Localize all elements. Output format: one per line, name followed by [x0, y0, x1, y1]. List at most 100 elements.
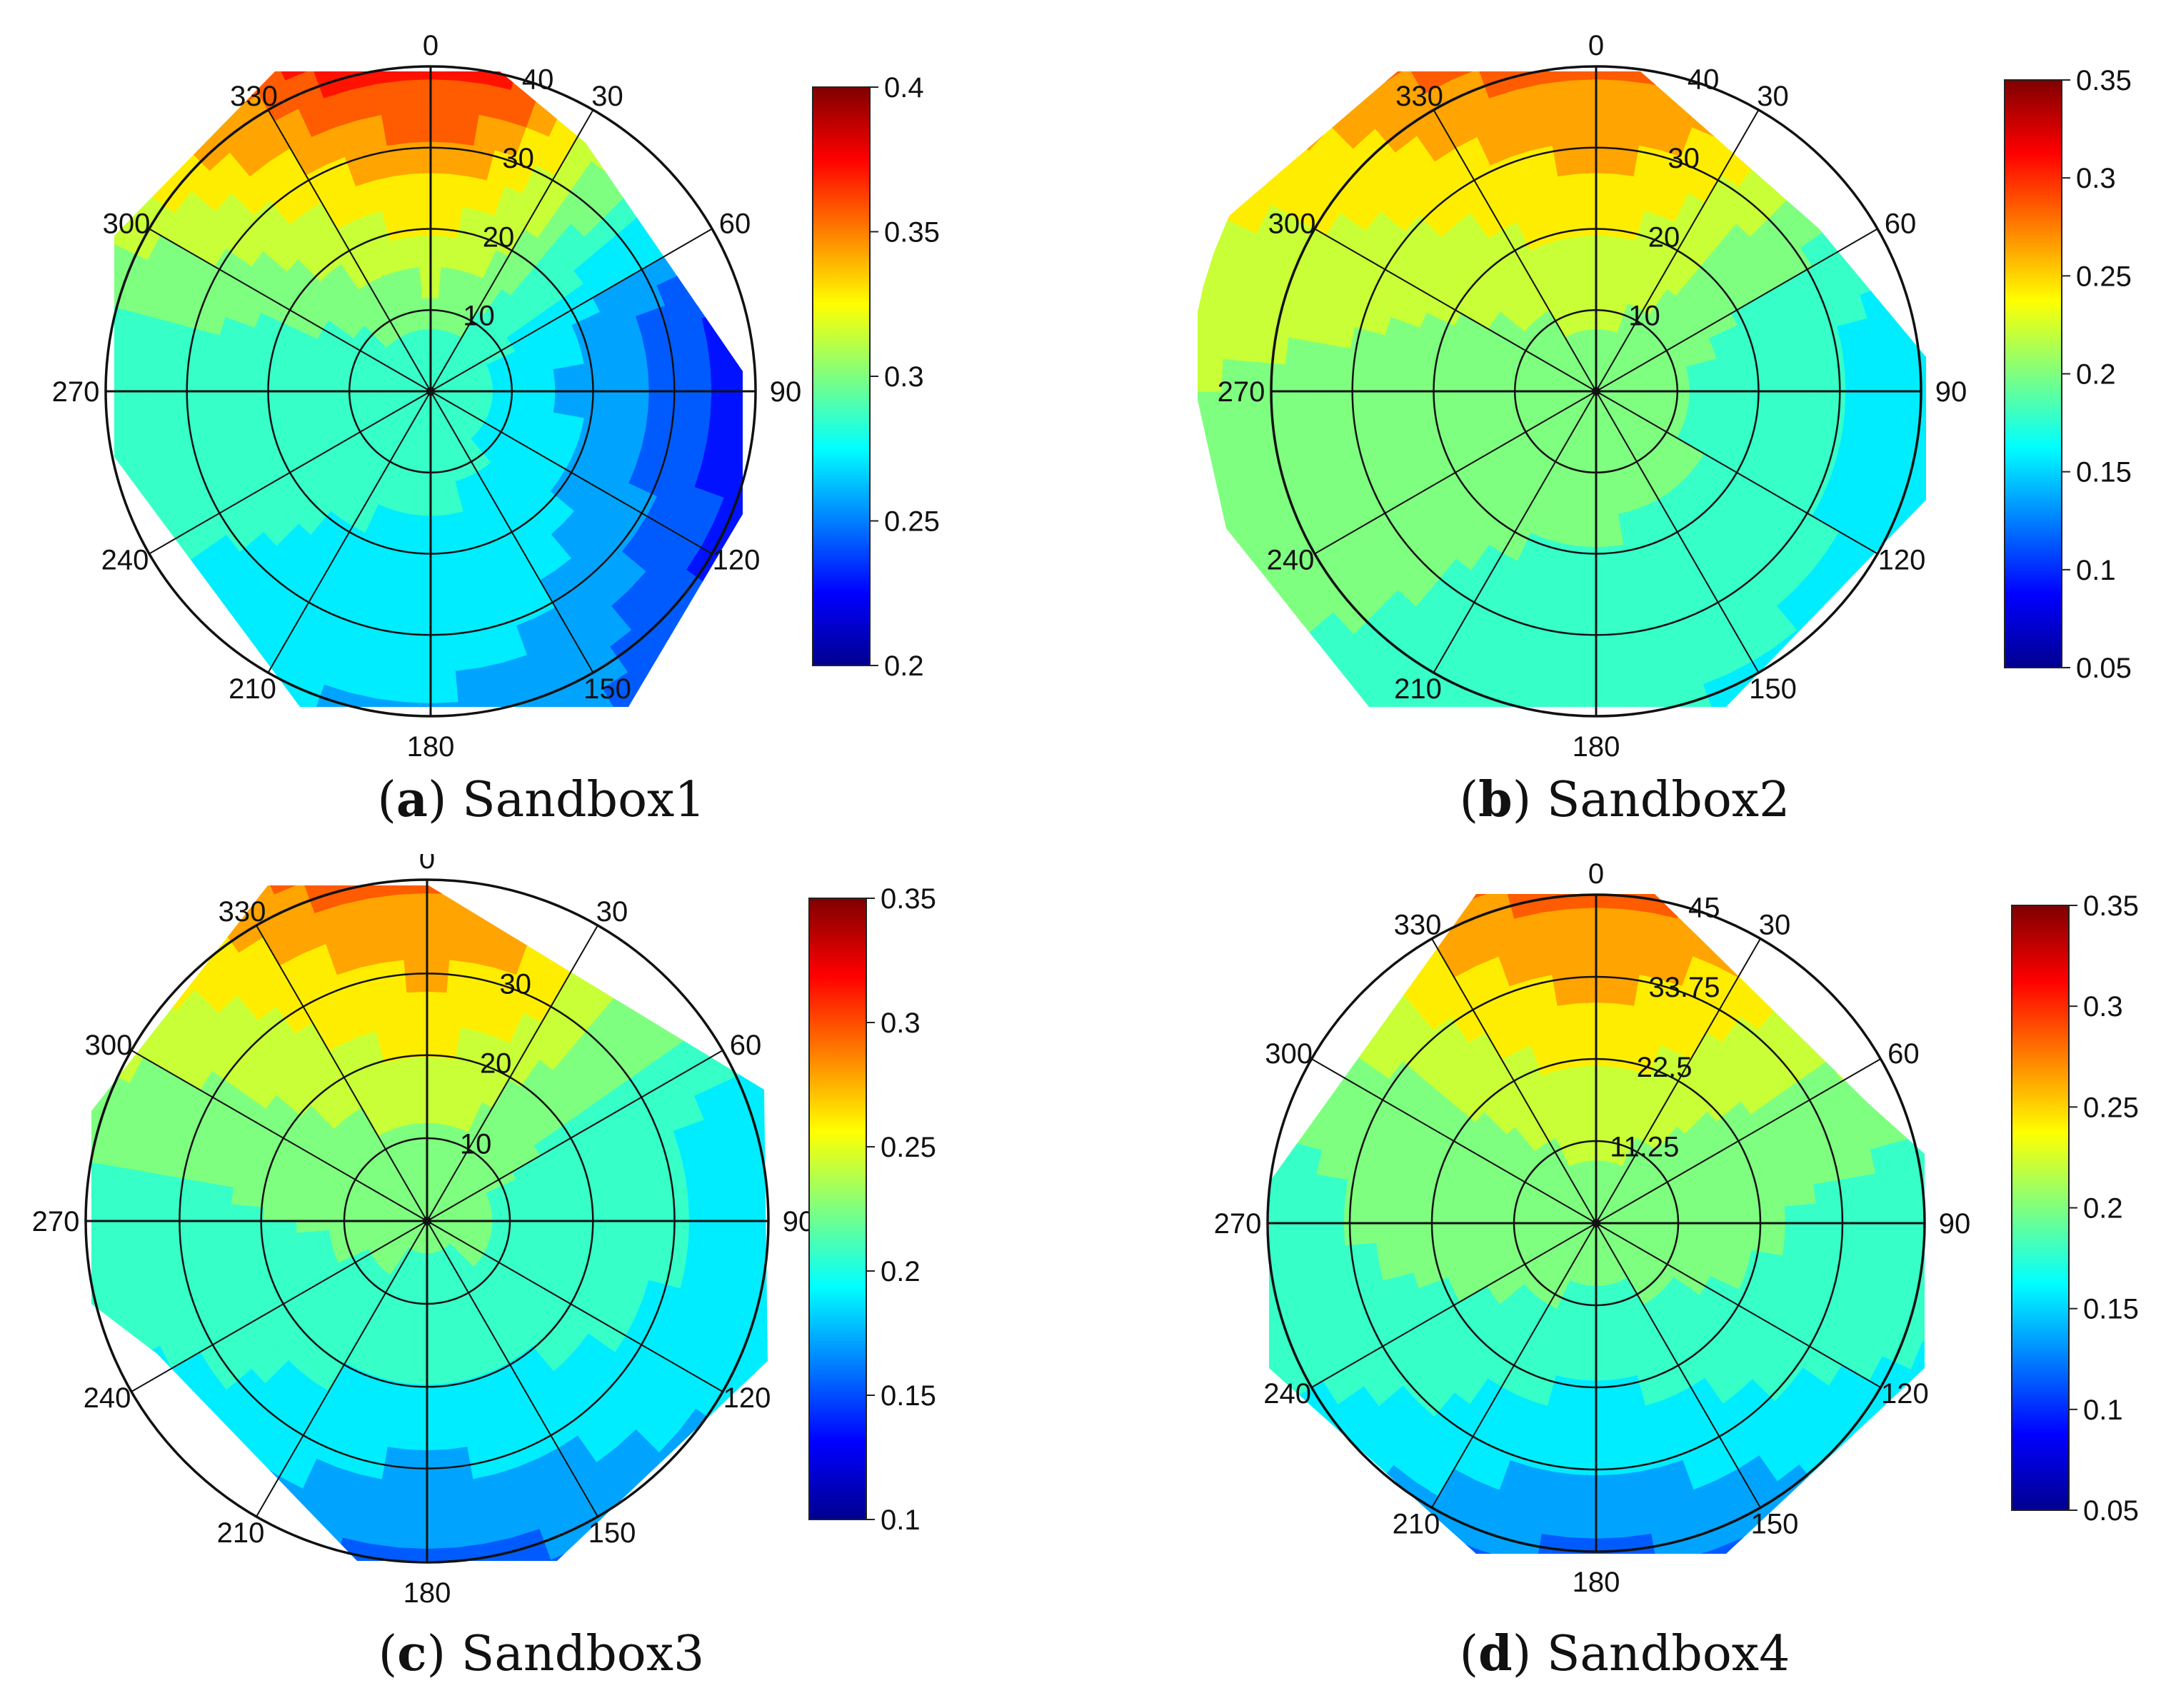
contour-cell: [1928, 451, 1965, 488]
contour-cell: [1812, 1512, 1861, 1554]
contour-cell: [1812, 894, 1861, 934]
contour-cell: [520, 714, 559, 753]
contour-cell: [1269, 1192, 1283, 1224]
contour-cell: [1362, 698, 1410, 707]
contour-cell: [412, 1056, 428, 1091]
contour-cell: [1662, 854, 1703, 857]
contour-cell: [484, 692, 521, 707]
contour-cell: [408, 141, 431, 174]
contour-cell: [401, 925, 428, 960]
contour-cell: [1499, 723, 1536, 757]
radial-tick-label: 10: [460, 1129, 492, 1160]
contour-cell: [91, 1249, 105, 1285]
contour-cell: [430, 109, 456, 143]
angle-tick-label: 330: [1394, 910, 1442, 941]
angle-tick-label: 240: [101, 545, 149, 576]
contour-cell: [333, 885, 371, 905]
contour-cell: [457, 698, 491, 707]
contour-cell: [26, 1356, 71, 1402]
contour-cell: [1798, 956, 1842, 1001]
contour-cell: [527, 912, 567, 954]
contour-cell: [1200, 1082, 1240, 1125]
contour-cell: [1918, 262, 1926, 303]
contour-cell: [1940, 1353, 1982, 1397]
contour-cell: [1650, 1527, 1687, 1554]
panel-title: Sandbox1: [462, 772, 706, 828]
angle-tick-label: 270: [52, 376, 100, 408]
contour-cell: [1595, 670, 1624, 705]
contour-cell: [1425, 10, 1468, 52]
contour-cell: [1390, 894, 1437, 896]
contour-cell: [1505, 894, 1542, 919]
contour-cell: [741, 361, 743, 392]
contour-cell: [529, 1591, 573, 1611]
contour-cell: [1425, 731, 1468, 757]
contour-cell: [749, 1157, 768, 1193]
contour-cell: [166, 591, 211, 636]
contour-cell: [124, 893, 175, 943]
angle-tick-label: 30: [591, 81, 623, 112]
contour-cell: [491, 22, 528, 59]
contour-cell: [1305, 908, 1353, 956]
contour-cell: [114, 157, 124, 205]
contour-cell: [1861, 1422, 1907, 1468]
contour-cell: [617, 71, 665, 85]
contour-cell: [1815, 1200, 1850, 1224]
radial-tick-label: 40: [522, 64, 554, 96]
contour-cell: [1280, 932, 1329, 980]
contour-cell: [363, 1543, 399, 1561]
contour-cell: [1437, 71, 1480, 81]
contour-cell: [1408, 71, 1452, 94]
contour-cell: [1350, 956, 1394, 1001]
contour-cell: [416, 234, 431, 268]
angular-spoke: [1595, 391, 1878, 555]
radial-tick-label: 30: [500, 969, 532, 1000]
colorbar-tick-label: 0.25: [2083, 1092, 2139, 1123]
angle-tick-label: 150: [1751, 1508, 1799, 1539]
contour-cell: [104, 1427, 151, 1475]
contour-cell: [1836, 79, 1885, 127]
contour-cell: [688, 1195, 723, 1222]
contour-cell: [1845, 391, 1878, 416]
contour-cell: [496, 1602, 538, 1611]
contour-cell: [91, 1127, 111, 1165]
contour-cell: [1408, 391, 1441, 408]
contour-cell: [669, 169, 713, 213]
contour-cell: [1200, 1321, 1240, 1363]
contour-cell: [403, 670, 431, 705]
contour-cell: [39, 1119, 79, 1158]
contour-cell: [1623, 1533, 1658, 1554]
contour-cell: [1813, 391, 1847, 414]
contour-cell: [766, 1314, 768, 1357]
contour-cell: [57, 326, 92, 361]
contour-cell: [728, 1446, 768, 1496]
angle-tick-label: 330: [230, 81, 278, 112]
contour-cell: [631, 127, 675, 171]
contour-cell: [149, 1431, 196, 1477]
contour-cell: [271, 71, 314, 81]
contour-cell: [490, 854, 529, 873]
colorbar-tick-label: 0.35: [2083, 890, 2139, 922]
contour-cell: [1847, 1197, 1881, 1224]
contour-cell: [63, 550, 106, 595]
contour-cell: [1629, 1597, 1668, 1611]
contour-cell: [39, 253, 79, 295]
radial-tick-label: 30: [1668, 143, 1700, 174]
angular-spoke: [1595, 1222, 1761, 1508]
colorbar-tick-label: 0.25: [884, 506, 940, 538]
contour-cell: [633, 1497, 681, 1544]
contour-cell: [528, 0, 570, 39]
contour-cell: [1525, 0, 1563, 22]
contour-cell: [705, 918, 755, 969]
contour-cell: [694, 283, 733, 319]
contour-cell: [1478, 684, 1516, 707]
contour-cell: [209, 630, 252, 674]
contour-cell: [1374, 1203, 1408, 1224]
angular-spoke: [426, 1220, 598, 1517]
contour-cell: [1965, 424, 2001, 462]
contour-cell: [194, 1429, 238, 1473]
contour-cell: [1793, 84, 1838, 129]
contour-cell: [748, 1417, 768, 1467]
contour-cell: [1571, 640, 1597, 673]
panel-sandbox3: 0 30 60 90 120 150 180 210 240 270 300 330 10 20 30 0.1…: [0, 854, 1083, 1708]
